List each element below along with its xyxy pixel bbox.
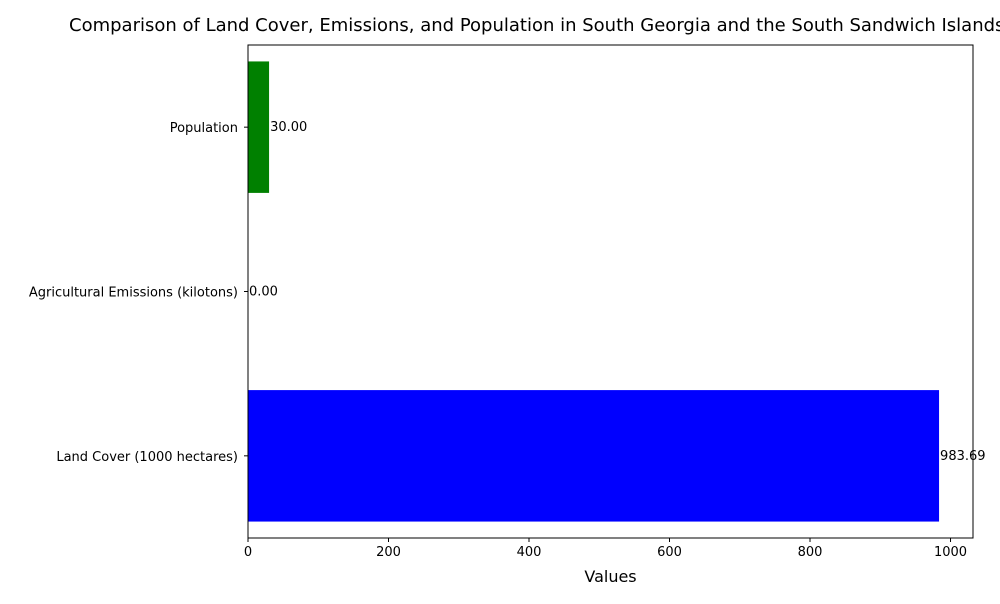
x-tick-label-2: 200 bbox=[376, 545, 401, 560]
bar-3 bbox=[248, 61, 270, 193]
y-tick-label-1: Land Cover (1000 hectares) bbox=[56, 450, 238, 465]
plot-area: 983.69 Land Cover (1000 hectares) 0.00 Agri… bbox=[29, 44, 986, 560]
x-tick-label-1: 0 bbox=[244, 545, 252, 560]
x-tick-label-3: 400 bbox=[517, 545, 542, 560]
x-tick-label-6: 1000 bbox=[934, 545, 967, 560]
plot-frame bbox=[247, 44, 974, 539]
value-label-1: 983.69 bbox=[940, 449, 986, 464]
value-label-3: 30.00 bbox=[270, 120, 307, 135]
chart-title: Comparison of Land Cover, Emissions, and… bbox=[69, 15, 1000, 36]
bar-1 bbox=[248, 390, 940, 522]
value-label-2: 0.00 bbox=[249, 285, 278, 300]
x-tick-label-4: 600 bbox=[657, 545, 682, 560]
y-tick-label-2: Agricultural Emissions (kilotons) bbox=[29, 286, 238, 301]
x-axis-label: Values bbox=[584, 567, 636, 586]
y-tick-label-3: Population bbox=[170, 121, 238, 136]
x-tick-label-5: 800 bbox=[798, 545, 823, 560]
